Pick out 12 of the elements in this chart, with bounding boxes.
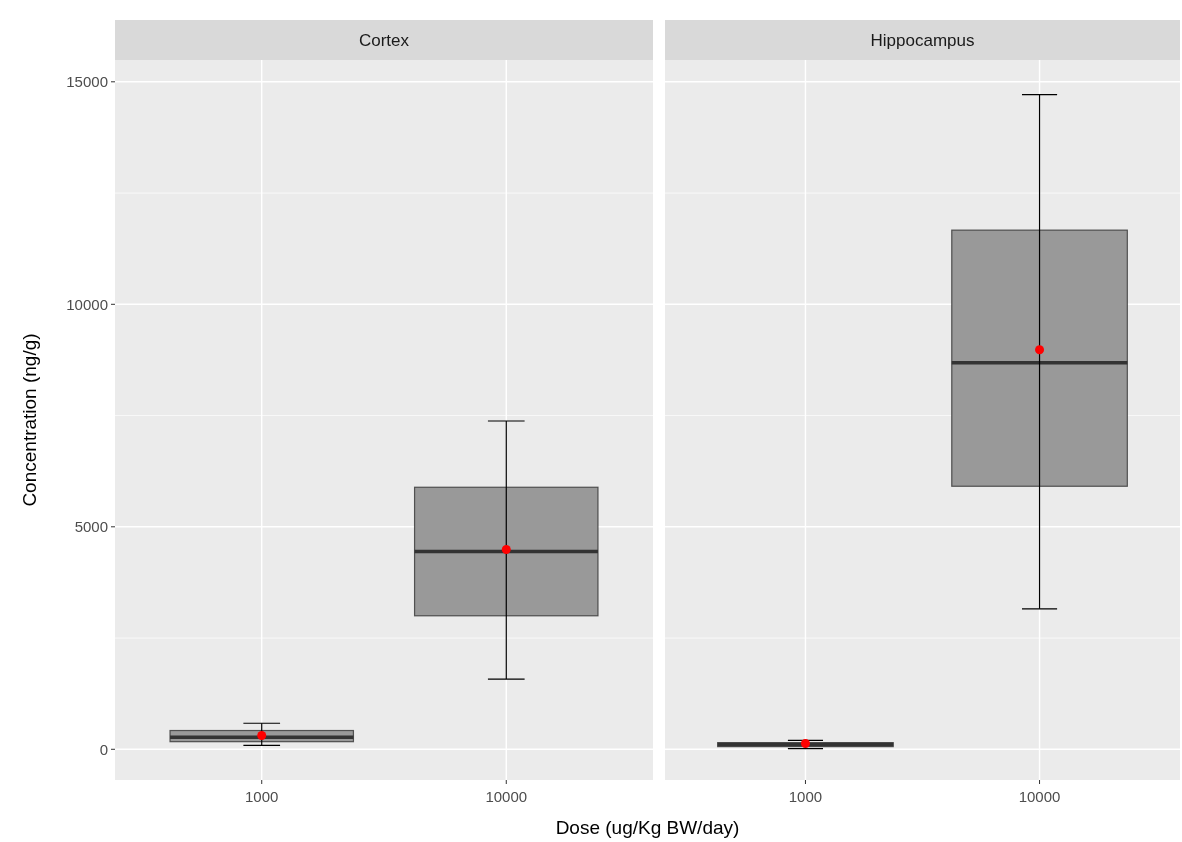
y-tick-label: 5000 xyxy=(74,518,108,536)
y-tick-label: 10000 xyxy=(66,295,108,313)
x-tick-label: 1000 xyxy=(245,788,279,805)
x-tick-label: 10000 xyxy=(1018,788,1061,805)
y-tick-label: 15000 xyxy=(66,73,108,91)
y-axis-title: Concentration (ng/g) xyxy=(19,333,40,507)
x-tick-label: 1000 xyxy=(788,788,823,805)
y-tick-label: 0 xyxy=(99,740,108,758)
chart-title: Hippocampus xyxy=(870,31,975,50)
x-axis-title: Dose (ug/Kg BW/day) xyxy=(555,817,740,838)
chart-title: Cortex xyxy=(358,31,410,50)
x-tick-label: 10000 xyxy=(485,788,528,805)
